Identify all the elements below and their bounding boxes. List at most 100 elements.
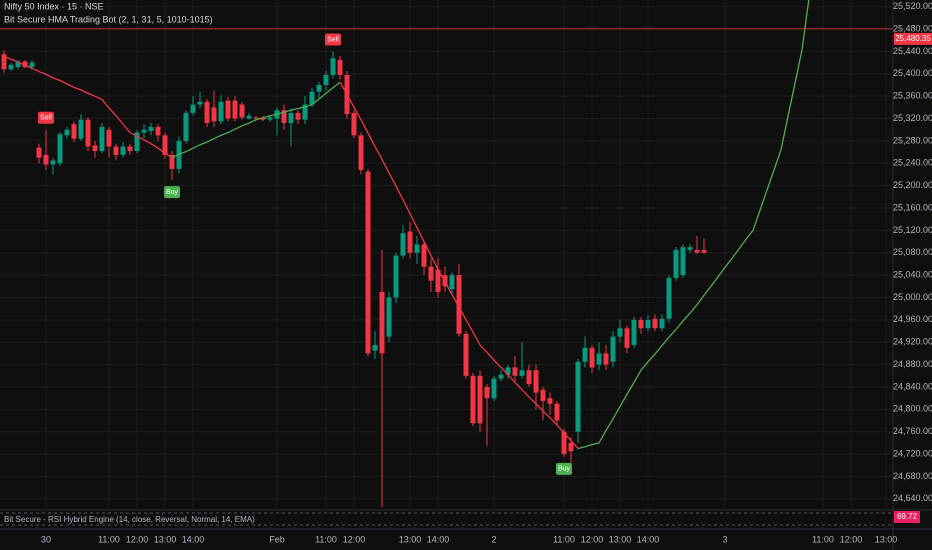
y-tick-label: 25,280.00 — [893, 135, 932, 145]
candle-body — [169, 154, 175, 169]
candle-body — [568, 442, 574, 452]
candle-body — [470, 375, 476, 424]
y-tick-label: 25,520.00 — [893, 1, 932, 11]
candle-body — [127, 146, 133, 151]
candle-body — [197, 101, 203, 105]
candle-body — [358, 135, 364, 170]
candle-body — [428, 266, 434, 281]
candle-body — [561, 431, 567, 455]
chart-title: Nifty 50 Index · 15 · NSE — [4, 1, 104, 11]
candle-body — [190, 104, 196, 113]
y-tick-label: 25,160.00 — [893, 202, 932, 212]
signal-label: Sell — [327, 36, 339, 43]
x-tick-label: 11:00 — [98, 534, 120, 544]
candle-body — [148, 126, 154, 131]
candle-body — [617, 328, 623, 337]
candle-body — [456, 275, 462, 334]
candle-body — [239, 104, 245, 118]
candle-body — [547, 398, 553, 404]
x-tick-label: Feb — [269, 534, 285, 544]
y-tick-label: 25,240.00 — [893, 158, 932, 168]
candle-body — [316, 85, 322, 92]
candle-body — [414, 244, 420, 253]
hma-line — [3, 55, 173, 159]
candle-body — [673, 249, 679, 278]
y-tick-label: 25,320.00 — [893, 113, 932, 123]
y-tick-label: 24,640.00 — [893, 493, 932, 503]
candle-body — [225, 100, 231, 119]
candle-body — [498, 374, 504, 379]
candle-body — [8, 64, 14, 70]
candle-body — [596, 353, 602, 365]
x-tick-label: 12:00 — [581, 534, 604, 544]
y-tick-label: 25,080.00 — [893, 247, 932, 257]
candle-body — [351, 112, 357, 136]
y-tick-label: 25,440.00 — [893, 46, 932, 56]
y-tick-label: 25,200.00 — [893, 180, 932, 190]
candle-body — [484, 386, 490, 399]
candle-body — [337, 59, 343, 75]
candle-body — [141, 129, 147, 133]
signal-badge — [556, 462, 572, 475]
y-tick-label: 25,480.00 — [893, 23, 932, 33]
candle-body — [64, 129, 70, 136]
x-tick-label: 12:00 — [126, 534, 149, 544]
indicator-value: 69.72 — [897, 512, 918, 521]
candle-body — [575, 361, 581, 432]
candle-body — [386, 297, 392, 337]
candle-body — [519, 370, 525, 376]
candle-body — [631, 319, 637, 346]
y-tick-label: 25,360.00 — [893, 91, 932, 101]
x-tick-label: 12:00 — [840, 534, 863, 544]
candle-body — [267, 117, 273, 120]
axes: 25,520.00 25,480.00 25,440.00 25,400.00 25,3… — [41, 1, 932, 544]
indicator-tag — [894, 511, 920, 523]
x-tick-label: 30 — [41, 534, 51, 544]
candle-body — [603, 353, 609, 365]
candle-body — [323, 74, 329, 85]
candle-body — [211, 107, 217, 122]
candle-body — [50, 160, 56, 165]
candle-body — [505, 367, 511, 375]
candle-body — [694, 249, 700, 253]
candle-body — [666, 277, 672, 319]
candle-body — [99, 126, 105, 151]
y-tick-label: 24,960.00 — [893, 314, 932, 324]
candle-body — [204, 101, 210, 124]
candle-body — [512, 367, 518, 376]
candle-body — [302, 104, 308, 120]
candle-body — [393, 255, 399, 298]
y-tick-label: 25,040.00 — [893, 270, 932, 280]
x-tick-label: 14:00 — [427, 534, 450, 544]
candle-body — [365, 171, 371, 354]
candle-body — [36, 147, 42, 158]
x-tick-label: 12:00 — [343, 534, 366, 544]
indicator-title: Bit Secure - RSI Hybrid Engine (14, clos… — [4, 515, 255, 524]
candle-body — [463, 333, 469, 376]
x-tick-label: 14:00 — [637, 534, 660, 544]
candle-body — [687, 247, 693, 250]
y-tick-label: 24,680.00 — [893, 471, 932, 481]
hma-line — [171, 81, 341, 159]
hma-line — [339, 81, 579, 449]
candle-body — [589, 347, 595, 368]
candle-body — [106, 129, 112, 147]
x-tick-label: 14:00 — [182, 534, 205, 544]
candle-body — [407, 231, 413, 253]
candle-body — [533, 370, 539, 393]
candle-body — [701, 249, 707, 253]
y-tick-label: 25,000.00 — [893, 292, 932, 302]
signal-label: Sell — [40, 115, 52, 122]
candle-body — [113, 146, 119, 155]
candle-body — [400, 233, 406, 256]
signal-badge — [38, 111, 54, 124]
candle-body — [330, 58, 336, 75]
candle-body — [540, 389, 546, 401]
candle-body — [155, 126, 161, 136]
candle-body — [15, 61, 21, 68]
candle-body — [120, 146, 126, 155]
candle-body — [92, 145, 98, 151]
candle-body — [624, 328, 630, 348]
candle-body — [491, 378, 497, 399]
